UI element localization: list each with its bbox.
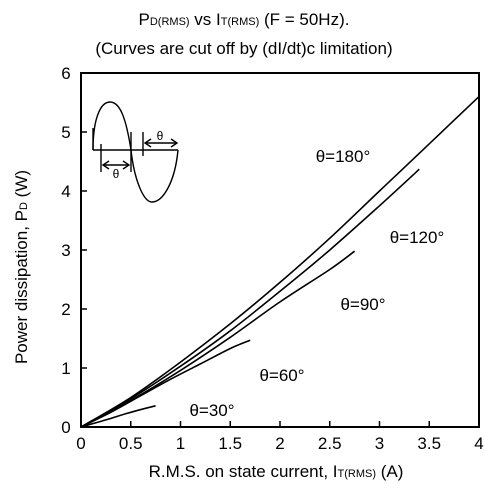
ylabel-part-0: Power dissipation, P bbox=[12, 210, 31, 364]
x-axis-label: R.M.S. on state current, IT(RMS) (A) bbox=[149, 462, 404, 481]
series-label-2: θ=90° bbox=[340, 295, 385, 314]
y-tick-label-1: 1 bbox=[61, 359, 70, 378]
inset-diagram bbox=[93, 102, 178, 202]
series-label-0: θ=180° bbox=[316, 147, 371, 166]
title-part-3: T(RMS) bbox=[221, 16, 260, 28]
inset-sine-positive bbox=[93, 102, 131, 150]
title-part-4: (F = 50Hz). bbox=[259, 10, 349, 29]
x-tick-label-6: 3 bbox=[375, 434, 384, 453]
x-tick-label-7: 3.5 bbox=[417, 434, 441, 453]
y-tick-label-2: 2 bbox=[61, 300, 70, 319]
y-tick-label-3: 3 bbox=[61, 241, 70, 260]
inset-sine-negative bbox=[131, 150, 178, 202]
x-tick-label-5: 2.5 bbox=[318, 434, 342, 453]
y-tick-label-0: 0 bbox=[61, 418, 70, 437]
xlabel-part-1: T(RMS) bbox=[338, 468, 377, 480]
x-tick-label-3: 1.5 bbox=[218, 434, 242, 453]
y-tick-label-4: 4 bbox=[61, 182, 70, 201]
title-part-1: D(RMS) bbox=[150, 16, 190, 28]
ylabel-part-1: D bbox=[18, 202, 30, 210]
xlabel-part-2: (A) bbox=[376, 462, 403, 481]
xlabel-part-0: R.M.S. on state current, I bbox=[149, 462, 338, 481]
y-axis-label: Power dissipation, PD (W) bbox=[12, 170, 31, 364]
x-tick-label-4: 2 bbox=[275, 434, 284, 453]
series-label-4: θ=30° bbox=[189, 401, 234, 420]
series-label-3: θ=60° bbox=[259, 366, 304, 385]
y-tick-label-6: 6 bbox=[61, 64, 70, 83]
title-part-2: vs I bbox=[190, 10, 221, 29]
x-tick-label-0: 0 bbox=[76, 434, 85, 453]
chart-title-line1: PD(RMS) vs IT(RMS) (F = 50Hz). bbox=[139, 10, 350, 29]
title-part-0: P bbox=[139, 10, 150, 29]
ylabel-part-2: (W) bbox=[12, 170, 31, 202]
x-tick-label-8: 4 bbox=[474, 434, 483, 453]
inset-theta-upper: θ bbox=[157, 129, 164, 143]
chart-title-line2: (Curves are cut off by (dI/dt)c limitati… bbox=[95, 39, 392, 58]
y-tick-label-5: 5 bbox=[61, 123, 70, 142]
x-tick-label-2: 1 bbox=[176, 434, 185, 453]
x-tick-label-1: 0.5 bbox=[119, 434, 143, 453]
inset-theta-lower: θ bbox=[113, 167, 120, 181]
series-label-1: θ=120° bbox=[390, 228, 445, 247]
